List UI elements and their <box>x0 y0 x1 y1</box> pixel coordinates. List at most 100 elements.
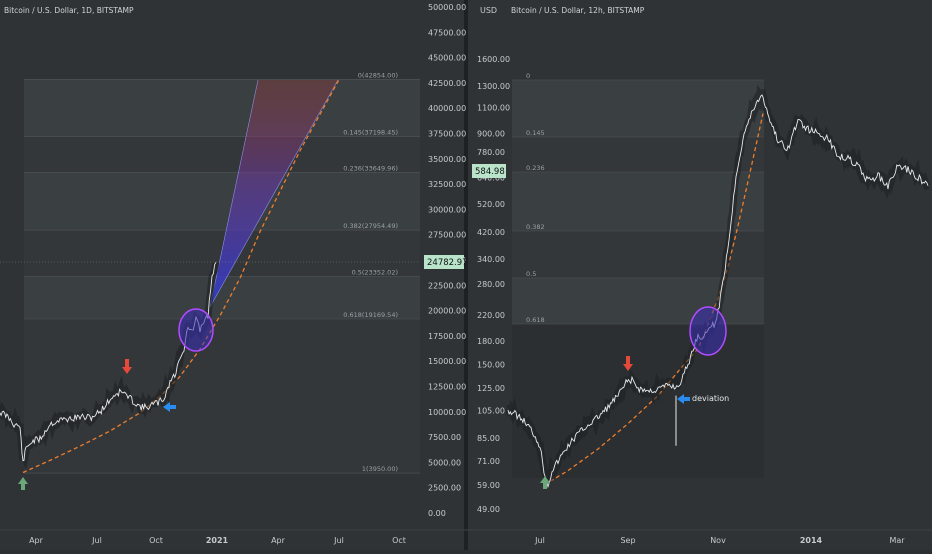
right-price-scale[interactable] <box>468 0 504 550</box>
y-tick-label: 42500.00 <box>428 79 466 88</box>
x-tick-label: 2021 <box>206 536 229 545</box>
fib-zone <box>512 324 764 478</box>
right-last-price-badge <box>472 164 506 178</box>
fib-zone <box>24 79 420 137</box>
right-highlight-circle <box>689 306 727 356</box>
right-x-axis: Jul Sep Nov 2014 Mar <box>534 536 905 545</box>
left-price-series <box>0 261 220 471</box>
y-tick-label: 32500.00 <box>428 180 466 189</box>
x-tick-label: Apr <box>29 536 44 545</box>
fib-level-label: 0(42854.00) <box>358 71 398 79</box>
fib-level-label: 0 <box>526 72 530 80</box>
fib-level-label: 1(3950.00) <box>362 465 398 473</box>
y-tick-label: 17500.00 <box>428 332 466 341</box>
y-tick-label: 1100.00 <box>477 104 510 113</box>
y-tick-label: 45000.00 <box>428 54 466 63</box>
y-tick-label: 125.00 <box>477 384 505 393</box>
fib-zone <box>512 278 764 324</box>
y-tick-label: 47500.00 <box>428 28 466 37</box>
y-tick-label: 12500.00 <box>428 383 466 392</box>
y-tick-label: 15000.00 <box>428 357 466 366</box>
y-tick-label: 900.00 <box>477 129 505 138</box>
left-x-axis: Apr Jul Oct 2021 Apr Jul Oct <box>29 536 406 545</box>
pane-divider[interactable] <box>464 0 468 550</box>
fib-level-label: 0.236 <box>526 164 545 172</box>
price-line <box>0 261 217 462</box>
x-tick-label: 2014 <box>800 536 823 545</box>
fib-level-label: 0.236(33649.96) <box>343 164 398 172</box>
y-tick-label: 59.00 <box>477 481 500 490</box>
x-tick-label: Oct <box>149 536 163 545</box>
left-highlight-circle <box>178 308 214 352</box>
y-tick-label: 780.00 <box>477 148 505 157</box>
y-tick-label: 1600.00 <box>477 55 510 64</box>
arrow-up-icon <box>540 476 550 489</box>
y-tick-label: 280.00 <box>477 280 505 289</box>
fib-level-label: 0.145 <box>526 129 545 137</box>
fib-level-label: 0.618 <box>526 316 545 324</box>
x-tick-label: Mar <box>889 536 905 545</box>
y-tick-label: 220.00 <box>477 311 505 320</box>
x-tick-label: Apr <box>271 536 286 545</box>
right-last-price-text: 584.98 <box>475 167 505 177</box>
y-tick-label: 50000.00 <box>428 3 466 12</box>
left-last-price-text: 24782.97 <box>427 258 468 268</box>
y-tick-label: 1300.00 <box>477 82 510 91</box>
fib-zone <box>512 137 764 172</box>
fib-level-label: 0.382 <box>526 223 545 231</box>
fib-level-label: 0.145(37198.45) <box>343 129 398 137</box>
y-tick-label: 520.00 <box>477 200 505 209</box>
y-tick-label: 35000.00 <box>428 155 466 164</box>
left-price-scale[interactable] <box>420 0 464 550</box>
left-chart-title: Bitcoin / U.S. Dollar, 1D, BITSTAMP <box>4 6 134 15</box>
right-y-axis: 49.00 59.00 71.00 85.00 105.00 125.00 150.00 18… <box>477 55 510 514</box>
y-tick-label: 150.00 <box>477 361 505 370</box>
fib-zone <box>24 136 420 173</box>
fib-zone <box>512 172 764 231</box>
price-line <box>507 94 929 489</box>
x-tick-label: Jul <box>333 536 344 545</box>
fib-level-label: 0.618(19169.54) <box>343 311 398 319</box>
x-tick-label: Nov <box>710 536 726 545</box>
left-last-price-badge <box>424 255 464 269</box>
x-tick-label: Sep <box>620 536 635 545</box>
currency-label: USD <box>480 6 497 15</box>
y-tick-label: 5000.00 <box>428 458 461 467</box>
y-tick-label: 85.00 <box>477 434 500 443</box>
x-tick-label: Jul <box>534 536 545 545</box>
right-chart-title: Bitcoin / U.S. Dollar, 12h, BITSTAMP <box>511 6 645 15</box>
y-tick-label: 30000.00 <box>428 205 466 214</box>
y-tick-label: 7500.00 <box>428 433 461 442</box>
fib-level-label: 0.382(27954.49) <box>343 222 398 230</box>
fib-level-label: 0.5(23352.02) <box>352 269 398 277</box>
y-tick-label: 105.00 <box>477 407 505 416</box>
y-tick-label: 49.00 <box>477 505 500 514</box>
deviation-annotation: deviation <box>692 394 729 403</box>
y-tick-label: 420.00 <box>477 228 505 237</box>
x-tick-label: Oct <box>392 536 406 545</box>
y-tick-label: 180.00 <box>477 337 505 346</box>
y-tick-label: 0.00 <box>428 509 446 518</box>
y-tick-label: 20000.00 <box>428 307 466 316</box>
left-fib-zones: 0(42854.00) 0.145(37198.45) 0.236(33649.96… <box>24 71 420 474</box>
x-tick-label: Jul <box>91 536 102 545</box>
y-tick-label: 340.00 <box>477 255 505 264</box>
arrow-left-icon <box>677 394 690 404</box>
fib-zone <box>24 319 420 474</box>
y-tick-label: 10000.00 <box>428 408 466 417</box>
y-tick-label: 71.00 <box>477 457 500 466</box>
left-y-axis: 0.00 2500.00 5000.00 7500.00 10000.00 12500.0… <box>428 3 466 518</box>
right-fib-zones: 0 0.145 0.236 0.382 0.5 0.618 <box>512 72 764 478</box>
y-tick-label: 2500.00 <box>428 484 461 493</box>
y-tick-label: 27500.00 <box>428 231 466 240</box>
y-tick-label: 40000.00 <box>428 104 466 113</box>
fib-zone <box>512 80 764 137</box>
fib-level-label: 0.5 <box>526 270 536 278</box>
fib-zone <box>24 172 420 231</box>
y-tick-label: 22500.00 <box>428 281 466 290</box>
arrow-up-icon <box>18 477 28 490</box>
arrow-left-icon <box>163 402 176 412</box>
y-tick-label: 37500.00 <box>428 130 466 139</box>
